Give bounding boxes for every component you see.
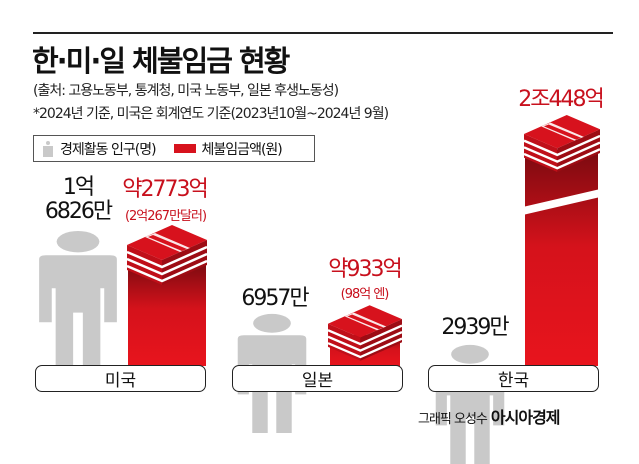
note-text: *2024년 기준, 미국은 회계연도 기준(2023년10월~2024년 9월…	[33, 106, 389, 122]
money-stack-icon	[524, 115, 600, 172]
korea-population-label: 2939만	[441, 315, 509, 340]
legend: 경제활동 인구(명) 체불임금액(원)	[33, 135, 315, 162]
category-korea: 한국	[428, 365, 599, 392]
top-rule	[33, 32, 613, 34]
us-population-person	[33, 230, 123, 366]
us-wage-sublabel: (2억267만달러)	[124, 209, 207, 224]
page-title: 한·미·일 체불임금 현황	[32, 44, 290, 78]
legend-population: 경제활동 인구(명)	[60, 141, 157, 158]
us-population-label: 1억 6826만	[44, 175, 113, 224]
money-stack-icon	[127, 225, 207, 285]
source-text: (출처: 고용노동부, 통계청, 미국 노동부, 일본 후생노동성)	[33, 83, 339, 99]
japan-wage-label: 약933억	[328, 257, 402, 282]
us-wage-label: 약2773억	[122, 177, 208, 202]
credit: 그래픽 오성수 아시아경제	[418, 404, 561, 428]
korea-wage-bar	[525, 150, 598, 366]
money-swatch-icon	[173, 144, 196, 153]
brand-logo: 아시아경제	[490, 408, 561, 427]
person-icon	[43, 140, 53, 157]
category-us: 미국	[35, 365, 206, 392]
category-japan: 일본	[232, 365, 403, 392]
japan-wage-sublabel: (98억 엔)	[340, 287, 390, 302]
credit-text: 그래픽 오성수	[418, 412, 488, 427]
korea-wage-label: 2조448억	[518, 87, 604, 112]
japan-population-label: 6957만	[241, 286, 309, 311]
legend-unpaid-wages: 체불임금액(원)	[201, 141, 283, 158]
money-stack-icon	[328, 305, 402, 361]
